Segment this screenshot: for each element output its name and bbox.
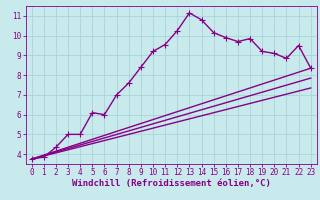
X-axis label: Windchill (Refroidissement éolien,°C): Windchill (Refroidissement éolien,°C) xyxy=(72,179,271,188)
